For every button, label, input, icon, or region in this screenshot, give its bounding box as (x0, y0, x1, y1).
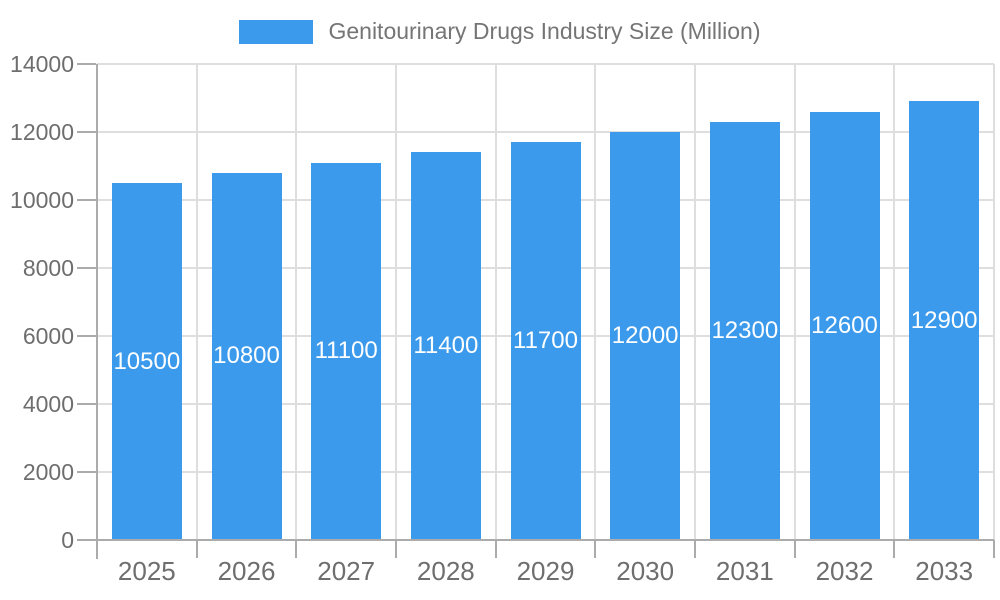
x-axis-label: 2029 (516, 556, 575, 586)
bar-value-label: 12000 (611, 322, 679, 349)
y-axis-label: 10000 (10, 187, 74, 213)
x-axis-tick (395, 540, 397, 558)
bar: 12900 (909, 101, 980, 540)
bar: 10500 (111, 183, 182, 540)
x-axis-tick (295, 540, 298, 558)
h-gridline (97, 63, 994, 65)
y-axis-tick (77, 267, 96, 269)
y-axis-label: 0 (61, 527, 74, 553)
y-axis-label: 14000 (10, 51, 74, 77)
y-axis-tick (77, 335, 96, 337)
y-axis-tick (77, 471, 96, 473)
bar-value-label: 12900 (910, 306, 978, 334)
x-axis-label: 2030 (616, 556, 675, 586)
x-axis-line (96, 539, 994, 541)
bar: 10800 (211, 172, 282, 540)
y-axis-label: 6000 (22, 323, 74, 349)
x-axis-tick (893, 540, 896, 558)
x-axis-label: 2025 (117, 556, 176, 586)
y-axis-tick (77, 199, 96, 201)
bar: 11100 (311, 162, 382, 540)
bar: 11700 (510, 142, 581, 540)
v-gridline (993, 64, 995, 540)
x-axis-label: 2033 (915, 556, 974, 586)
x-axis-label: 2028 (416, 556, 475, 586)
y-axis-label: 12000 (10, 119, 74, 145)
legend-label: Genitourinary Drugs Industry Size (Milli… (328, 18, 761, 44)
v-gridline (594, 64, 597, 540)
bar: 12300 (709, 121, 780, 540)
v-gridline (893, 64, 896, 540)
legend-swatch (239, 19, 314, 44)
x-axis-label: 2027 (317, 556, 376, 586)
v-gridline (395, 64, 397, 540)
bar: 12600 (809, 111, 880, 540)
y-axis-label: 8000 (22, 255, 74, 281)
x-axis-label: 2032 (815, 556, 874, 586)
bar: 12000 (610, 132, 681, 540)
bar: 11400 (410, 152, 481, 540)
x-axis-tick (494, 540, 497, 558)
y-axis-label: 2000 (22, 459, 74, 485)
x-axis-tick (694, 540, 696, 558)
x-axis-tick (195, 540, 198, 558)
h-gridline (97, 131, 994, 133)
x-axis-label: 2031 (715, 556, 774, 586)
y-axis-tick (77, 63, 96, 65)
y-axis-tick (77, 131, 96, 133)
x-axis-tick (594, 540, 597, 558)
plot-area: 0 2000 4000 6000 8000 10000 12000 14000 2025 2026… (10, 51, 995, 586)
bar-value-label: 11700 (513, 327, 578, 355)
bar-value-label: 10500 (113, 347, 181, 375)
y-axis-line (96, 64, 98, 559)
y-axis-tick (77, 403, 96, 405)
v-gridline (295, 64, 298, 540)
y-axis-tick (77, 539, 96, 541)
x-axis-tick (793, 540, 796, 558)
x-axis-tick (993, 540, 995, 558)
v-gridline (793, 64, 796, 540)
bar-value-label: 12600 (811, 311, 878, 339)
bar-value-label: 11100 (314, 337, 378, 365)
v-gridline (494, 64, 497, 540)
v-gridline (195, 64, 198, 540)
bar-value-label: 11400 (413, 332, 479, 360)
v-gridline (694, 64, 696, 540)
legend: Genitourinary Drugs Industry Size (Milli… (0, 18, 1000, 45)
bar-value-label: 10800 (213, 342, 280, 370)
x-axis-label: 2026 (217, 556, 276, 586)
bar-value-label: 12300 (711, 316, 779, 344)
y-axis-label: 4000 (22, 391, 74, 417)
